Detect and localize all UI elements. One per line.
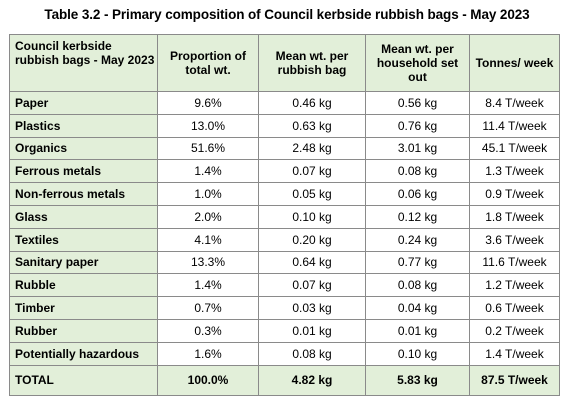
total-label: TOTAL — [9, 364, 158, 396]
row-tonnes-per-week: 1.4 T/week — [469, 341, 560, 366]
row-mean-per-household: 0.12 kg — [365, 204, 470, 229]
table-title: Table 3.2 - Primary composition of Counc… — [44, 7, 530, 22]
row-tonnes-per-week: 11.4 T/week — [469, 113, 560, 138]
table-row: Glass 2.0% 0.10 kg 0.12 kg 1.8 T/week — [9, 204, 560, 229]
header-row: Council kerbside rubbish bags - May 2023… — [9, 34, 560, 92]
header-tonnes-per-week: Tonnes/ week — [469, 34, 560, 92]
header-proportion: Proportion of total wt. — [157, 34, 259, 92]
row-mean-per-bag: 0.03 kg — [258, 296, 366, 320]
row-mean-per-bag: 0.63 kg — [258, 113, 366, 138]
row-tonnes-per-week: 3.6 T/week — [469, 227, 560, 252]
row-mean-per-household: 0.76 kg — [365, 113, 470, 138]
row-proportion: 4.1% — [157, 227, 259, 252]
table-row: Potentially hazardous 1.6% 0.08 kg 0.10 kg 1… — [9, 341, 560, 366]
row-tonnes-per-week: 0.2 T/week — [469, 318, 560, 343]
total-proportion: 100.0% — [157, 364, 259, 396]
row-tonnes-per-week: 1.3 T/week — [469, 159, 560, 184]
table-row: Sanitary paper 13.3% 0.64 kg 0.77 kg 11.6 T/… — [9, 250, 560, 275]
header-category: Council kerbside rubbish bags - May 2023 — [9, 34, 158, 92]
row-tonnes-per-week: 11.6 T/week — [469, 250, 560, 275]
row-proportion: 1.4% — [157, 273, 259, 298]
row-mean-per-bag: 0.05 kg — [258, 182, 366, 206]
table-row: Timber 0.7% 0.03 kg 0.04 kg 0.6 T/week — [9, 296, 560, 320]
row-tonnes-per-week: 1.2 T/week — [469, 273, 560, 298]
row-proportion: 1.4% — [157, 159, 259, 184]
row-mean-per-household: 0.08 kg — [365, 159, 470, 184]
row-proportion: 1.6% — [157, 341, 259, 366]
table-row: Organics 51.6% 2.48 kg 3.01 kg 45.1 T/week — [9, 136, 560, 161]
row-mean-per-bag: 2.48 kg — [258, 136, 366, 161]
row-mean-per-bag: 0.46 kg — [258, 91, 366, 115]
row-mean-per-bag: 0.07 kg — [258, 273, 366, 298]
row-category: Glass — [9, 204, 158, 229]
table-row: Textiles 4.1% 0.20 kg 0.24 kg 3.6 T/week — [9, 227, 560, 252]
total-mean-per-bag: 4.82 kg — [258, 364, 366, 396]
row-mean-per-bag: 0.08 kg — [258, 341, 366, 366]
row-tonnes-per-week: 1.8 T/week — [469, 204, 560, 229]
table-row: Plastics 13.0% 0.63 kg 0.76 kg 11.4 T/week — [9, 113, 560, 138]
table-row: Non-ferrous metals 1.0% 0.05 kg 0.06 kg 0.9 … — [9, 182, 560, 206]
row-mean-per-household: 0.01 kg — [365, 318, 470, 343]
row-mean-per-household: 3.01 kg — [365, 136, 470, 161]
table-row: Paper 9.6% 0.46 kg 0.56 kg 8.4 T/week — [9, 91, 560, 115]
row-mean-per-household: 0.04 kg — [365, 296, 470, 320]
row-proportion: 13.0% — [157, 113, 259, 138]
row-mean-per-bag: 0.10 kg — [258, 204, 366, 229]
row-proportion: 0.3% — [157, 318, 259, 343]
row-mean-per-household: 0.56 kg — [365, 91, 470, 115]
row-category: Plastics — [9, 113, 158, 138]
row-category: Non-ferrous metals — [9, 182, 158, 206]
row-category: Ferrous metals — [9, 159, 158, 184]
row-mean-per-household: 0.77 kg — [365, 250, 470, 275]
row-proportion: 51.6% — [157, 136, 259, 161]
row-mean-per-bag: 0.07 kg — [258, 159, 366, 184]
total-tonnes-per-week: 87.5 T/week — [469, 364, 560, 396]
row-category: Potentially hazardous — [9, 341, 158, 366]
row-category: Organics — [9, 136, 158, 161]
table-row: Rubber 0.3% 0.01 kg 0.01 kg 0.2 T/week — [9, 318, 560, 343]
row-mean-per-household: 0.08 kg — [365, 273, 470, 298]
row-proportion: 13.3% — [157, 250, 259, 275]
row-mean-per-bag: 0.20 kg — [258, 227, 366, 252]
row-category: Rubber — [9, 318, 158, 343]
row-mean-per-household: 0.06 kg — [365, 182, 470, 206]
table-row: Ferrous metals 1.4% 0.07 kg 0.08 kg 1.3 T/we… — [9, 159, 560, 184]
row-mean-per-bag: 0.64 kg — [258, 250, 366, 275]
row-category: Sanitary paper — [9, 250, 158, 275]
row-proportion: 2.0% — [157, 204, 259, 229]
row-proportion: 0.7% — [157, 296, 259, 320]
total-row: TOTAL 100.0% 4.82 kg 5.83 kg 87.5 T/week — [9, 364, 560, 396]
row-mean-per-bag: 0.01 kg — [258, 318, 366, 343]
header-mean-per-household: Mean wt. per household set out — [365, 34, 470, 92]
total-mean-per-household: 5.83 kg — [365, 364, 470, 396]
row-proportion: 9.6% — [157, 91, 259, 115]
row-category: Paper — [9, 91, 158, 115]
row-category: Timber — [9, 296, 158, 320]
row-mean-per-household: 0.10 kg — [365, 341, 470, 366]
row-tonnes-per-week: 45.1 T/week — [469, 136, 560, 161]
row-proportion: 1.0% — [157, 182, 259, 206]
row-category: Textiles — [9, 227, 158, 252]
row-tonnes-per-week: 8.4 T/week — [469, 91, 560, 115]
row-tonnes-per-week: 0.6 T/week — [469, 296, 560, 320]
header-mean-per-bag: Mean wt. per rubbish bag — [258, 34, 366, 92]
row-tonnes-per-week: 0.9 T/week — [469, 182, 560, 206]
row-mean-per-household: 0.24 kg — [365, 227, 470, 252]
composition-table: Council kerbside rubbish bags - May 2023… — [9, 34, 560, 396]
table-row: Rubble 1.4% 0.07 kg 0.08 kg 1.2 T/week — [9, 273, 560, 298]
row-category: Rubble — [9, 273, 158, 298]
